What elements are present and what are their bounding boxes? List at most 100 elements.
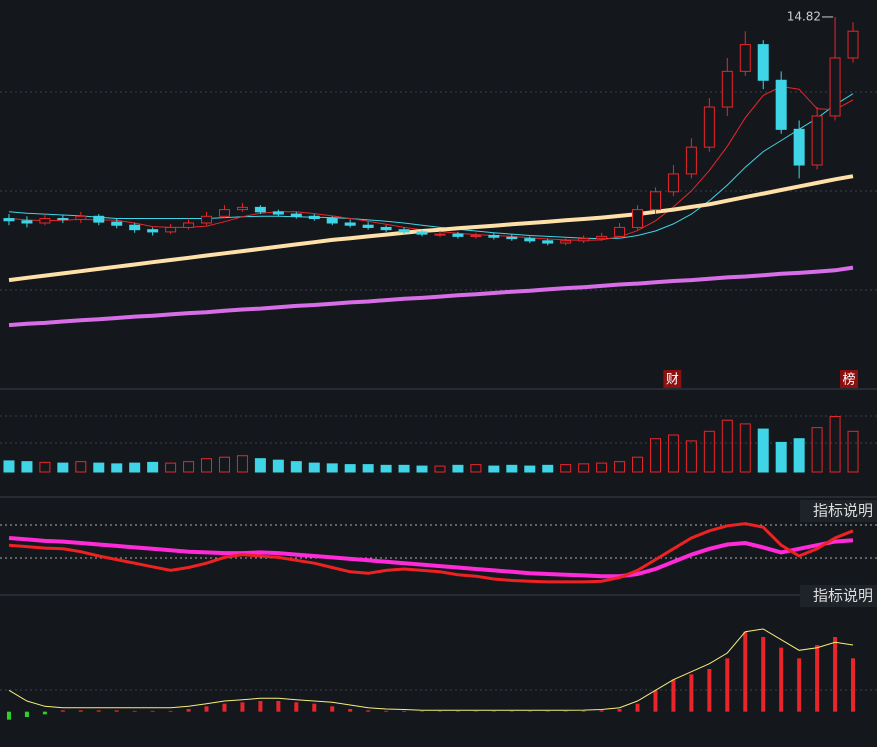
macd-bar: [312, 703, 317, 712]
macd-bar: [348, 709, 353, 712]
candle-body: [236, 206, 248, 211]
macd-bar: [851, 658, 856, 712]
macd-bar: [150, 710, 155, 712]
volume-bar: [721, 419, 733, 473]
macd-bar: [24, 711, 29, 717]
candle-body: [757, 44, 769, 81]
macd-bar: [707, 669, 712, 712]
candle-body: [578, 238, 590, 242]
volume-bar: [596, 462, 608, 473]
volume-bar: [434, 465, 446, 473]
candle-body: [218, 209, 230, 217]
candle-body: [362, 224, 374, 228]
volume-bar: [757, 428, 769, 473]
candle-body: [165, 226, 177, 233]
macd-bar: [473, 711, 478, 712]
macd-bar: [545, 711, 550, 712]
candle-body: [21, 220, 33, 224]
macd-bar: [204, 706, 209, 712]
macd-bar: [186, 709, 191, 712]
volume-bar: [811, 427, 823, 473]
macd-bar: [60, 710, 65, 712]
volume-bar: [775, 441, 787, 473]
volume-bar: [218, 456, 230, 473]
volume-bar: [236, 455, 248, 473]
candle-body: [542, 240, 554, 244]
macd-bar: [402, 710, 407, 712]
macd-bar: [294, 702, 299, 712]
macd-bar: [384, 710, 389, 712]
candle-body: [721, 70, 733, 108]
volume-bar: [847, 430, 859, 473]
candle-body: [614, 226, 626, 237]
volume-bar: [111, 463, 123, 473]
macd-bar: [599, 710, 604, 712]
flag-bg: [663, 370, 682, 388]
candle-body: [632, 209, 644, 228]
volume-bar: [362, 464, 374, 473]
candle-body: [57, 218, 69, 221]
volume-bar: [3, 460, 15, 473]
candle-body: [506, 236, 518, 240]
volume-bar: [344, 464, 356, 473]
candle-body: [201, 215, 213, 224]
line: [8, 93, 854, 240]
macd-bar: [743, 631, 748, 712]
flag: 榜: [843, 372, 856, 388]
volume-bar: [398, 464, 410, 473]
volume-bar: [524, 465, 536, 473]
macd-bar: [581, 710, 586, 712]
volume-bar: [272, 459, 284, 473]
candle-body: [811, 115, 823, 166]
line: [8, 174, 854, 283]
candle-body: [685, 146, 697, 175]
macd-bar: [240, 702, 245, 712]
candle-body: [452, 233, 464, 237]
volume-bar: [254, 458, 266, 473]
candle-body: [326, 218, 338, 224]
macd-bar: [330, 706, 335, 712]
line: [8, 522, 854, 584]
candle-body: [75, 215, 87, 220]
candle-body: [290, 213, 302, 217]
macd-bar: [222, 703, 227, 712]
macd-bar: [671, 679, 676, 712]
macd-bar: [509, 711, 514, 712]
macd-bar: [761, 637, 766, 712]
candle-body: [308, 215, 320, 220]
volume-bar: [326, 463, 338, 473]
candle-body: [434, 233, 446, 236]
indicator-note: 指标说明: [813, 587, 873, 605]
macd-bar: [455, 711, 460, 712]
line: [8, 536, 854, 579]
high-label: 14.82: [787, 9, 821, 23]
volume-bar: [542, 464, 554, 473]
volume-bar: [488, 465, 500, 473]
macd-bar: [563, 711, 568, 712]
macd-bar: [635, 703, 640, 712]
candle-body: [254, 206, 266, 213]
candle-body: [703, 106, 715, 148]
volume-bar: [739, 423, 751, 473]
candle-body: [183, 222, 195, 228]
candle-body: [649, 191, 661, 211]
macd-bar: [78, 710, 83, 712]
macd-bar: [6, 711, 11, 720]
candle-body: [272, 211, 284, 215]
volume-bar: [129, 462, 141, 473]
macd-bar: [617, 709, 622, 712]
macd-bar: [168, 710, 173, 712]
candle-body: [147, 229, 159, 233]
volume-bar: [201, 458, 213, 473]
candle-body: [111, 221, 123, 226]
volume-bar: [793, 438, 805, 473]
volume-bar: [560, 464, 572, 473]
macd-bar: [833, 637, 838, 712]
volume-bar: [183, 461, 195, 473]
volume-bar: [703, 430, 715, 473]
volume-bar: [380, 464, 392, 473]
candle-body: [793, 128, 805, 166]
volume-bar: [506, 464, 518, 473]
candle-body: [488, 234, 500, 238]
macd-bar: [96, 710, 101, 712]
